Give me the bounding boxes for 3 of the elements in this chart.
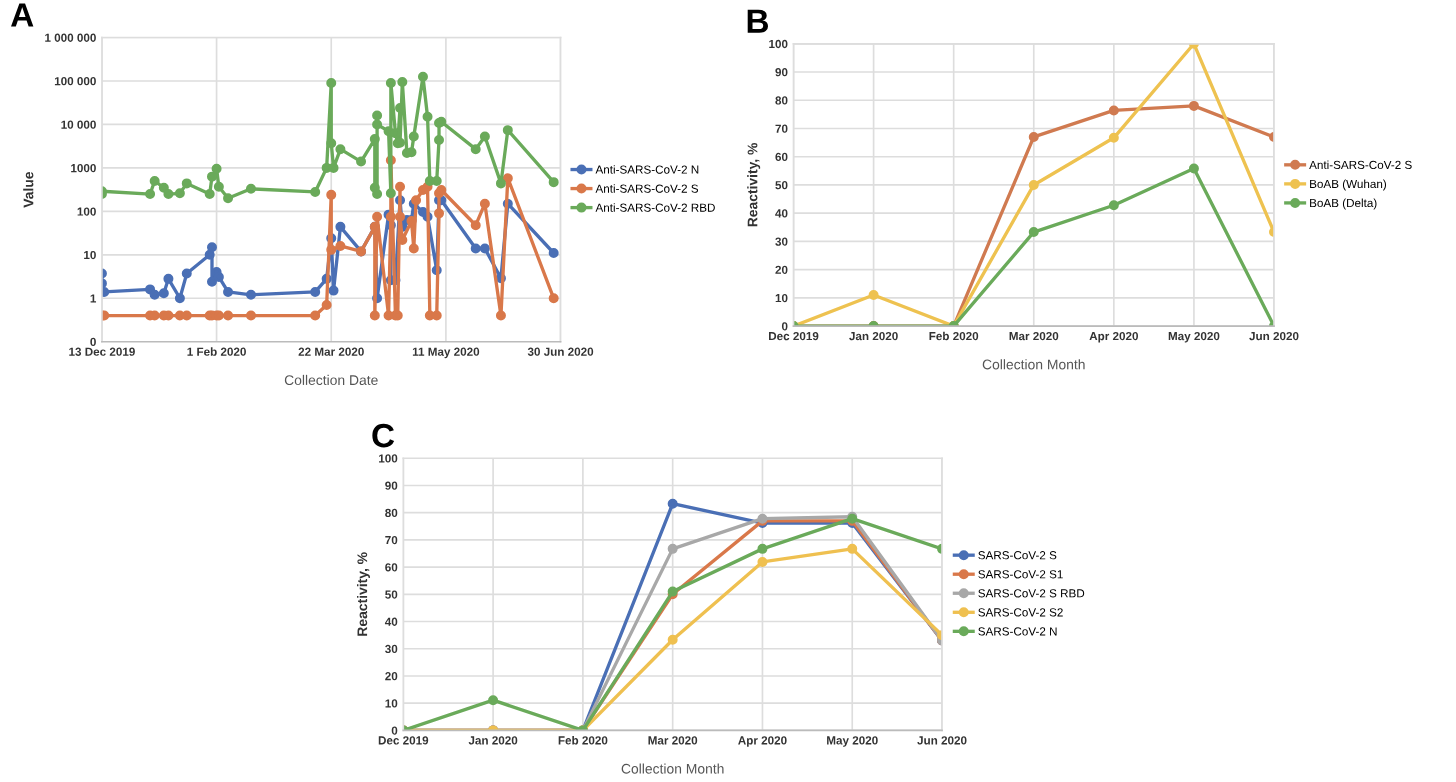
chart-title: C <box>372 423 395 448</box>
chart-title: B <box>747 9 769 33</box>
chart-title: A <box>11 3 34 27</box>
